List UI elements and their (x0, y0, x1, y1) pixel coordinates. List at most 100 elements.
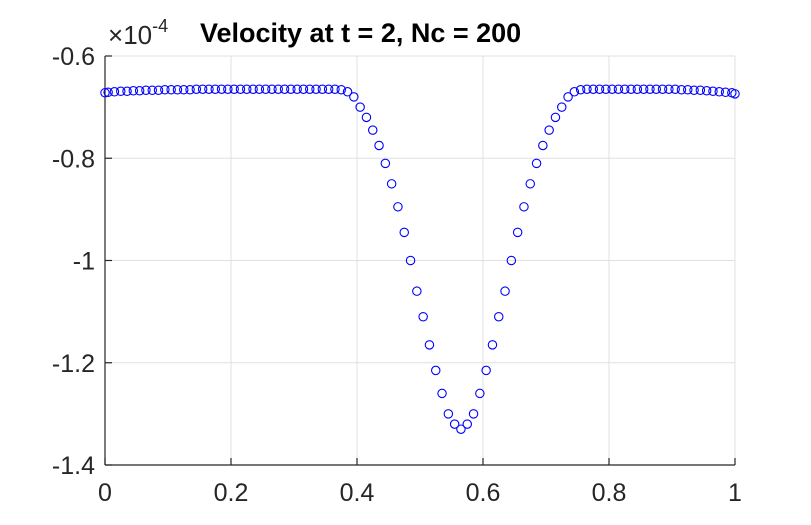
data-point-0-3 (116, 86, 126, 97)
data-point-0-29 (279, 84, 290, 94)
data-point-0-77 (582, 84, 592, 94)
data-point-0-38 (336, 84, 346, 95)
data-point-0-37 (330, 84, 340, 94)
data-point-0-58 (462, 419, 472, 429)
data-point-0-50 (412, 286, 422, 296)
data-point-0-16 (197, 84, 208, 94)
data-point-0-95 (695, 85, 706, 96)
data-point-0-66 (512, 227, 523, 238)
data-point-0-31 (292, 84, 302, 94)
data-point-0-101 (730, 89, 740, 99)
data-point-0-22 (235, 84, 246, 94)
x-tick-label-0: 0 (98, 479, 112, 507)
y-exponent: -4 (152, 16, 168, 36)
data-point-0-86 (638, 84, 649, 94)
data-point-0-73 (556, 102, 567, 112)
x-tick-label-2: 0.4 (340, 479, 375, 507)
data-point-0-5 (128, 86, 139, 96)
data-point-0-42 (361, 112, 372, 123)
data-point-0-62 (487, 340, 498, 350)
y-exponent-label: ×10-4 (108, 16, 168, 50)
data-point-0-85 (632, 84, 643, 94)
data-point-0-24 (248, 84, 258, 94)
y-tick-label-3: -0.8 (52, 145, 95, 173)
data-point-0-90 (664, 84, 674, 94)
data-point-0-98 (714, 87, 724, 97)
data-point-0-4 (122, 86, 132, 97)
data-point-0-8 (147, 85, 158, 96)
data-point-0-26 (260, 84, 271, 94)
data-point-0-61 (481, 365, 491, 376)
data-point-0-40 (349, 92, 359, 102)
data-point-0-57 (456, 424, 466, 434)
tick-labels: 0 0.2 0.4 0.6 0.8 1 -1.4 -1.2 -1 -0.8 -0.6 (52, 43, 742, 507)
data-point-0-30 (286, 84, 296, 94)
data-point-0-9 (153, 85, 164, 96)
data-point-0-27 (267, 84, 277, 94)
data-point-0-97 (708, 86, 718, 97)
data-point-0-10 (160, 84, 170, 95)
data-point-0-7 (141, 85, 151, 96)
data-point-0-44 (374, 140, 384, 151)
x-tick-label-3: 0.6 (466, 479, 501, 507)
data-point-0-51 (418, 311, 428, 322)
data-point-0-32 (298, 84, 309, 94)
data-point-0-53 (430, 365, 441, 376)
data-point-0-76 (575, 84, 586, 95)
data-point-0-12 (172, 84, 183, 95)
x-tick-label-5: 1 (728, 479, 742, 507)
data-point-0-46 (386, 179, 397, 189)
data-point-0-96 (701, 86, 712, 96)
data-point-0-2 (109, 87, 120, 97)
data-point-0-11 (166, 84, 176, 95)
data-points (100, 84, 740, 434)
data-point-0-68 (525, 179, 535, 189)
data-point-0-74 (563, 92, 573, 102)
data-point-0-36 (323, 84, 334, 94)
data-point-0-92 (676, 84, 687, 95)
y-tick-label-2: -1 (73, 248, 95, 276)
data-point-0-41 (355, 102, 365, 112)
data-point-0-21 (229, 84, 239, 94)
data-point-0-87 (645, 84, 655, 94)
data-point-0-79 (594, 84, 605, 94)
data-point-0-63 (493, 311, 504, 322)
data-point-0-55 (443, 409, 454, 419)
data-point-0-34 (311, 84, 321, 94)
x-tick-label-1: 0.2 (214, 479, 249, 507)
data-point-0-81 (607, 84, 617, 94)
data-point-0-28 (273, 84, 283, 94)
axes (104, 55, 736, 466)
data-point-0-83 (619, 84, 630, 94)
data-point-0-56 (449, 419, 460, 429)
data-point-0-59 (468, 409, 479, 419)
data-point-0-1 (103, 87, 113, 98)
data-point-0-94 (689, 85, 699, 96)
data-point-0-71 (544, 125, 554, 135)
data-point-0-45 (380, 158, 391, 169)
data-point-0-33 (304, 84, 315, 94)
data-point-0-88 (651, 84, 661, 94)
chart-title: Velocity at t = 2, Nc = 200 (200, 18, 521, 48)
data-point-0-14 (185, 84, 195, 95)
data-point-0-0 (100, 88, 110, 98)
data-point-0-20 (223, 84, 233, 94)
data-point-0-82 (613, 84, 624, 94)
data-point-0-54 (437, 388, 447, 399)
data-point-0-67 (519, 202, 529, 212)
data-point-0-93 (682, 84, 693, 95)
data-point-0-65 (506, 255, 517, 266)
data-point-0-89 (657, 84, 668, 94)
data-point-0-19 (216, 84, 227, 94)
data-point-0-18 (210, 84, 221, 94)
data-point-0-43 (367, 125, 378, 135)
y-tick-label-4: -0.6 (52, 43, 95, 71)
data-point-0-49 (405, 255, 416, 266)
data-point-0-17 (204, 84, 214, 94)
data-point-0-39 (342, 87, 353, 97)
data-point-0-91 (670, 84, 680, 94)
data-point-0-13 (179, 84, 189, 95)
data-point-0-23 (242, 84, 252, 94)
